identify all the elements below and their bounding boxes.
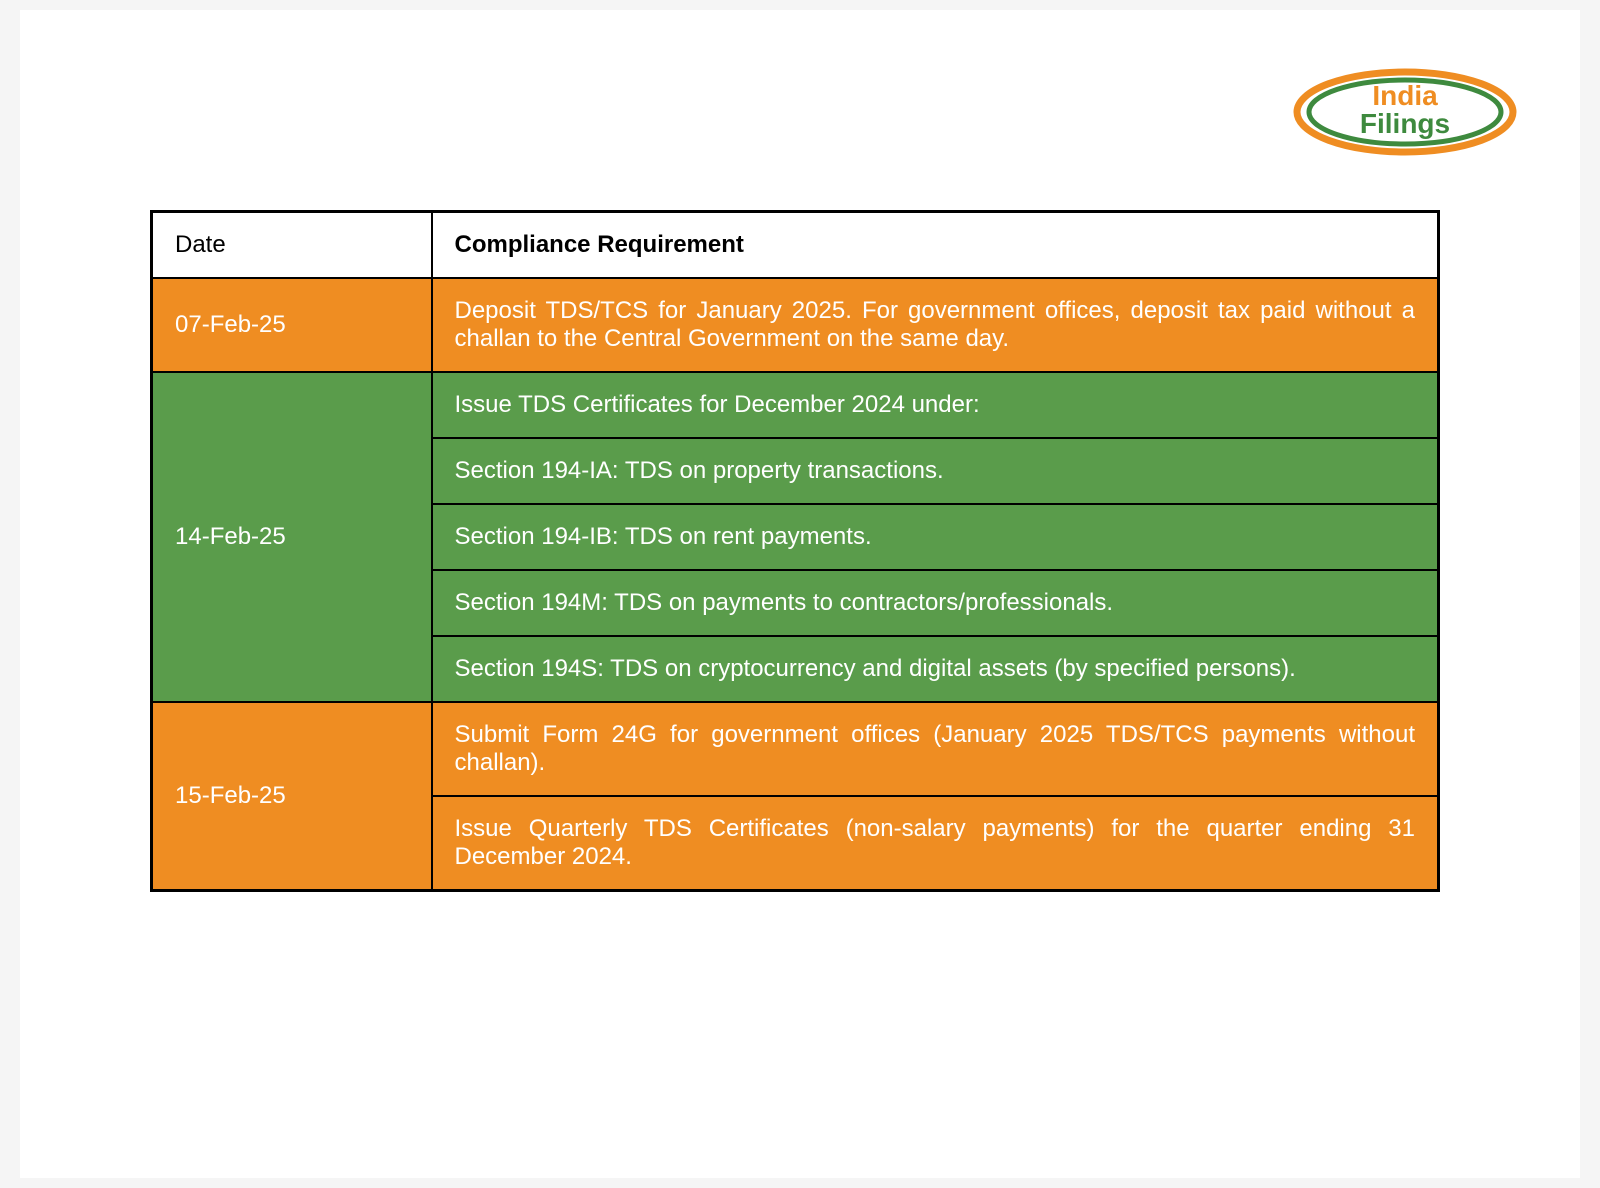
table-header-row: Date Compliance Requirement bbox=[152, 212, 1439, 279]
compliance-table: Date Compliance Requirement 07-Feb-25 De… bbox=[150, 210, 1440, 892]
logo: India Filings bbox=[1290, 65, 1520, 165]
requirement-cell: Submit Form 24G for government offices (… bbox=[432, 702, 1439, 796]
table-row: 07-Feb-25 Deposit TDS/TCS for January 20… bbox=[152, 278, 1439, 372]
logo-bottom-text: Filings bbox=[1360, 108, 1450, 139]
requirement-cell: Issue Quarterly TDS Certificates (non-sa… bbox=[432, 796, 1439, 891]
requirement-cell: Issue TDS Certificates for December 2024… bbox=[432, 372, 1439, 438]
logo-top-text: India bbox=[1372, 80, 1438, 111]
requirement-cell: Section 194S: TDS on cryptocurrency and … bbox=[432, 636, 1439, 702]
header-date: Date bbox=[152, 212, 432, 279]
table-row: 14-Feb-25 Issue TDS Certificates for Dec… bbox=[152, 372, 1439, 438]
date-cell: 07-Feb-25 bbox=[152, 278, 432, 372]
header-requirement: Compliance Requirement bbox=[432, 212, 1439, 279]
requirement-cell: Section 194-IB: TDS on rent payments. bbox=[432, 504, 1439, 570]
requirement-cell: Section 194-IA: TDS on property transact… bbox=[432, 438, 1439, 504]
table-row: 15-Feb-25 Submit Form 24G for government… bbox=[152, 702, 1439, 796]
date-cell: 14-Feb-25 bbox=[152, 372, 432, 702]
requirement-cell: Deposit TDS/TCS for January 2025. For go… bbox=[432, 278, 1439, 372]
page: India Filings Date Compliance Requiremen… bbox=[20, 10, 1580, 1178]
date-cell: 15-Feb-25 bbox=[152, 702, 432, 891]
requirement-cell: Section 194M: TDS on payments to contrac… bbox=[432, 570, 1439, 636]
